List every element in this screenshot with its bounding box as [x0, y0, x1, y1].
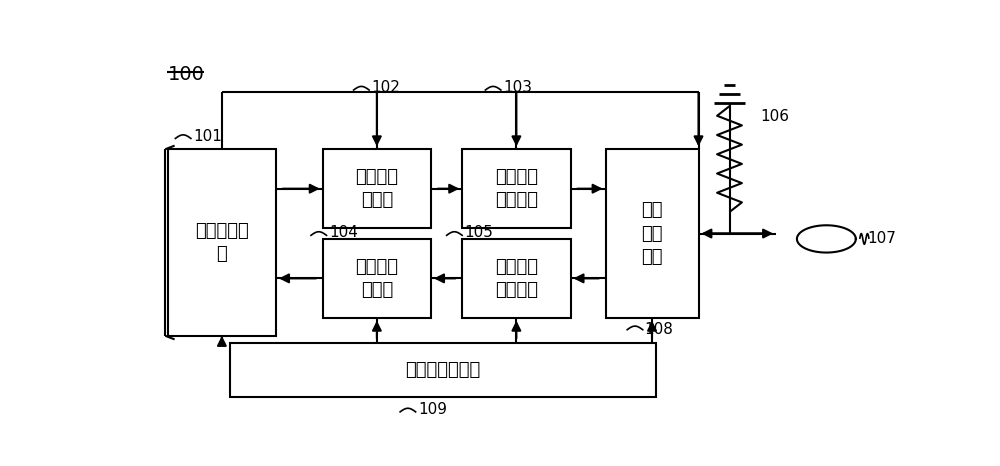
Text: 106: 106 — [761, 110, 790, 124]
Text: 射频收发芯
片: 射频收发芯 片 — [195, 222, 249, 263]
Text: 第一功率
放大器: 第一功率 放大器 — [355, 168, 398, 210]
Text: 107: 107 — [867, 232, 896, 247]
Bar — [323, 149, 431, 228]
Text: 102: 102 — [371, 80, 400, 95]
Text: 109: 109 — [418, 402, 447, 417]
Text: 108: 108 — [644, 322, 673, 337]
Text: 第一自动
衰减网络: 第一自动 衰减网络 — [495, 168, 538, 210]
Text: 104: 104 — [329, 225, 358, 240]
Bar — [230, 343, 656, 397]
Bar — [606, 149, 698, 318]
Bar — [462, 239, 571, 318]
Bar — [323, 239, 431, 318]
Text: 第二功率
放大器: 第二功率 放大器 — [355, 258, 398, 299]
Text: 电源、控制芯片: 电源、控制芯片 — [405, 361, 480, 379]
Text: 105: 105 — [464, 225, 493, 240]
Text: 100: 100 — [168, 65, 205, 84]
Text: 103: 103 — [503, 80, 532, 95]
Bar — [168, 149, 276, 336]
Text: 第二自动
衰减网络: 第二自动 衰减网络 — [495, 258, 538, 299]
Text: 101: 101 — [193, 129, 222, 144]
Text: 单刀
双掷
开关: 单刀 双掷 开关 — [641, 201, 663, 266]
Bar — [462, 149, 571, 228]
